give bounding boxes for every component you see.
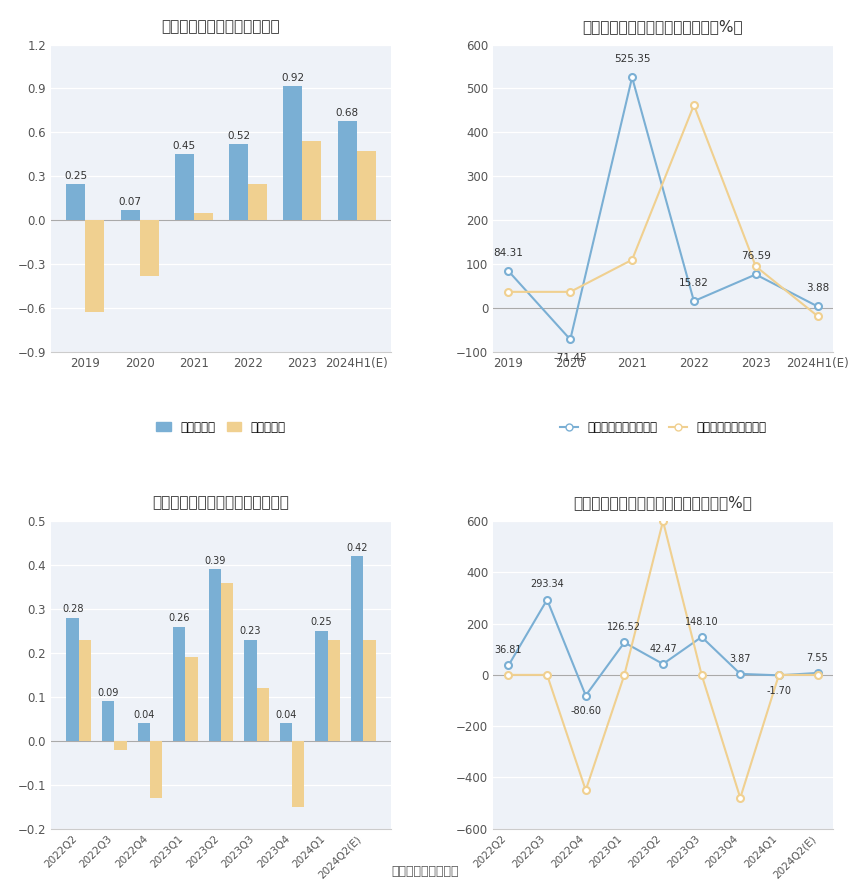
Text: 36.81: 36.81 [495, 645, 522, 655]
Bar [351, 556, 363, 740]
Text: -80.60: -80.60 [570, 706, 601, 715]
Bar [66, 617, 79, 740]
Text: 0.25: 0.25 [310, 617, 332, 627]
Text: 0.26: 0.26 [168, 613, 190, 623]
Bar [292, 740, 304, 806]
Title: 营收、净利季度变动情况（亿元）: 营收、净利季度变动情况（亿元） [152, 495, 290, 511]
Text: 数据来源：恒生聚源: 数据来源：恒生聚源 [391, 864, 459, 878]
Bar [327, 640, 340, 740]
Text: 0.04: 0.04 [133, 710, 155, 720]
Text: 42.47: 42.47 [649, 644, 677, 654]
Legend: 归母净利润同比增长率, 扣非净利润同比增长率: 归母净利润同比增长率, 扣非净利润同比增长率 [555, 416, 771, 438]
Bar [280, 723, 292, 740]
Bar [337, 120, 356, 220]
Text: 3.87: 3.87 [729, 654, 751, 664]
Text: 0.45: 0.45 [173, 142, 196, 151]
Text: 525.35: 525.35 [614, 54, 650, 64]
Text: 7.55: 7.55 [807, 653, 829, 663]
Title: 历年营收、净利情况（亿元）: 历年营收、净利情况（亿元） [162, 19, 280, 34]
Bar [138, 723, 150, 740]
Text: 0.07: 0.07 [119, 197, 142, 207]
Bar [221, 583, 234, 740]
Bar [303, 141, 321, 220]
Text: 84.31: 84.31 [494, 248, 524, 257]
Bar [173, 626, 185, 740]
Text: -1.70: -1.70 [767, 685, 791, 696]
Text: 76.59: 76.59 [741, 251, 771, 261]
Bar [185, 658, 198, 740]
Text: 0.23: 0.23 [240, 626, 261, 636]
Text: 0.92: 0.92 [281, 73, 304, 83]
Bar [150, 740, 162, 797]
Text: 126.52: 126.52 [608, 622, 642, 633]
Bar [79, 640, 91, 740]
Text: 0.09: 0.09 [98, 688, 119, 698]
Text: 0.25: 0.25 [65, 171, 88, 181]
Text: 0.52: 0.52 [227, 131, 250, 141]
Bar [121, 210, 139, 220]
Bar [230, 144, 248, 220]
Bar [102, 701, 115, 740]
Bar [248, 184, 267, 220]
Text: 0.42: 0.42 [346, 543, 368, 552]
Bar [194, 213, 212, 220]
Title: 营收、净利同比增长率季度变动情况（%）: 营收、净利同比增长率季度变动情况（%） [574, 495, 752, 511]
Bar [363, 640, 376, 740]
Text: 293.34: 293.34 [530, 579, 564, 590]
Bar [244, 640, 257, 740]
Title: 历年营收、净利同比增长率情况（%）: 历年营收、净利同比增长率情况（%） [583, 19, 743, 34]
Text: 0.04: 0.04 [275, 710, 297, 720]
Bar [86, 220, 105, 313]
Bar [315, 631, 327, 740]
Bar [66, 184, 86, 220]
Text: 0.39: 0.39 [204, 556, 225, 566]
Text: -71.45: -71.45 [553, 353, 587, 363]
Bar [208, 569, 221, 740]
Bar [257, 688, 269, 740]
Text: 0.28: 0.28 [62, 604, 83, 614]
Bar [175, 154, 194, 220]
Bar [139, 220, 159, 276]
Text: 148.10: 148.10 [685, 617, 718, 626]
Text: 0.68: 0.68 [336, 108, 359, 118]
Text: 3.88: 3.88 [806, 283, 829, 293]
Legend: 归母净利润, 扣非净利润: 归母净利润, 扣非净利润 [152, 416, 290, 438]
Bar [356, 151, 376, 220]
Bar [115, 740, 127, 749]
Bar [283, 86, 303, 220]
Text: 15.82: 15.82 [679, 278, 709, 288]
